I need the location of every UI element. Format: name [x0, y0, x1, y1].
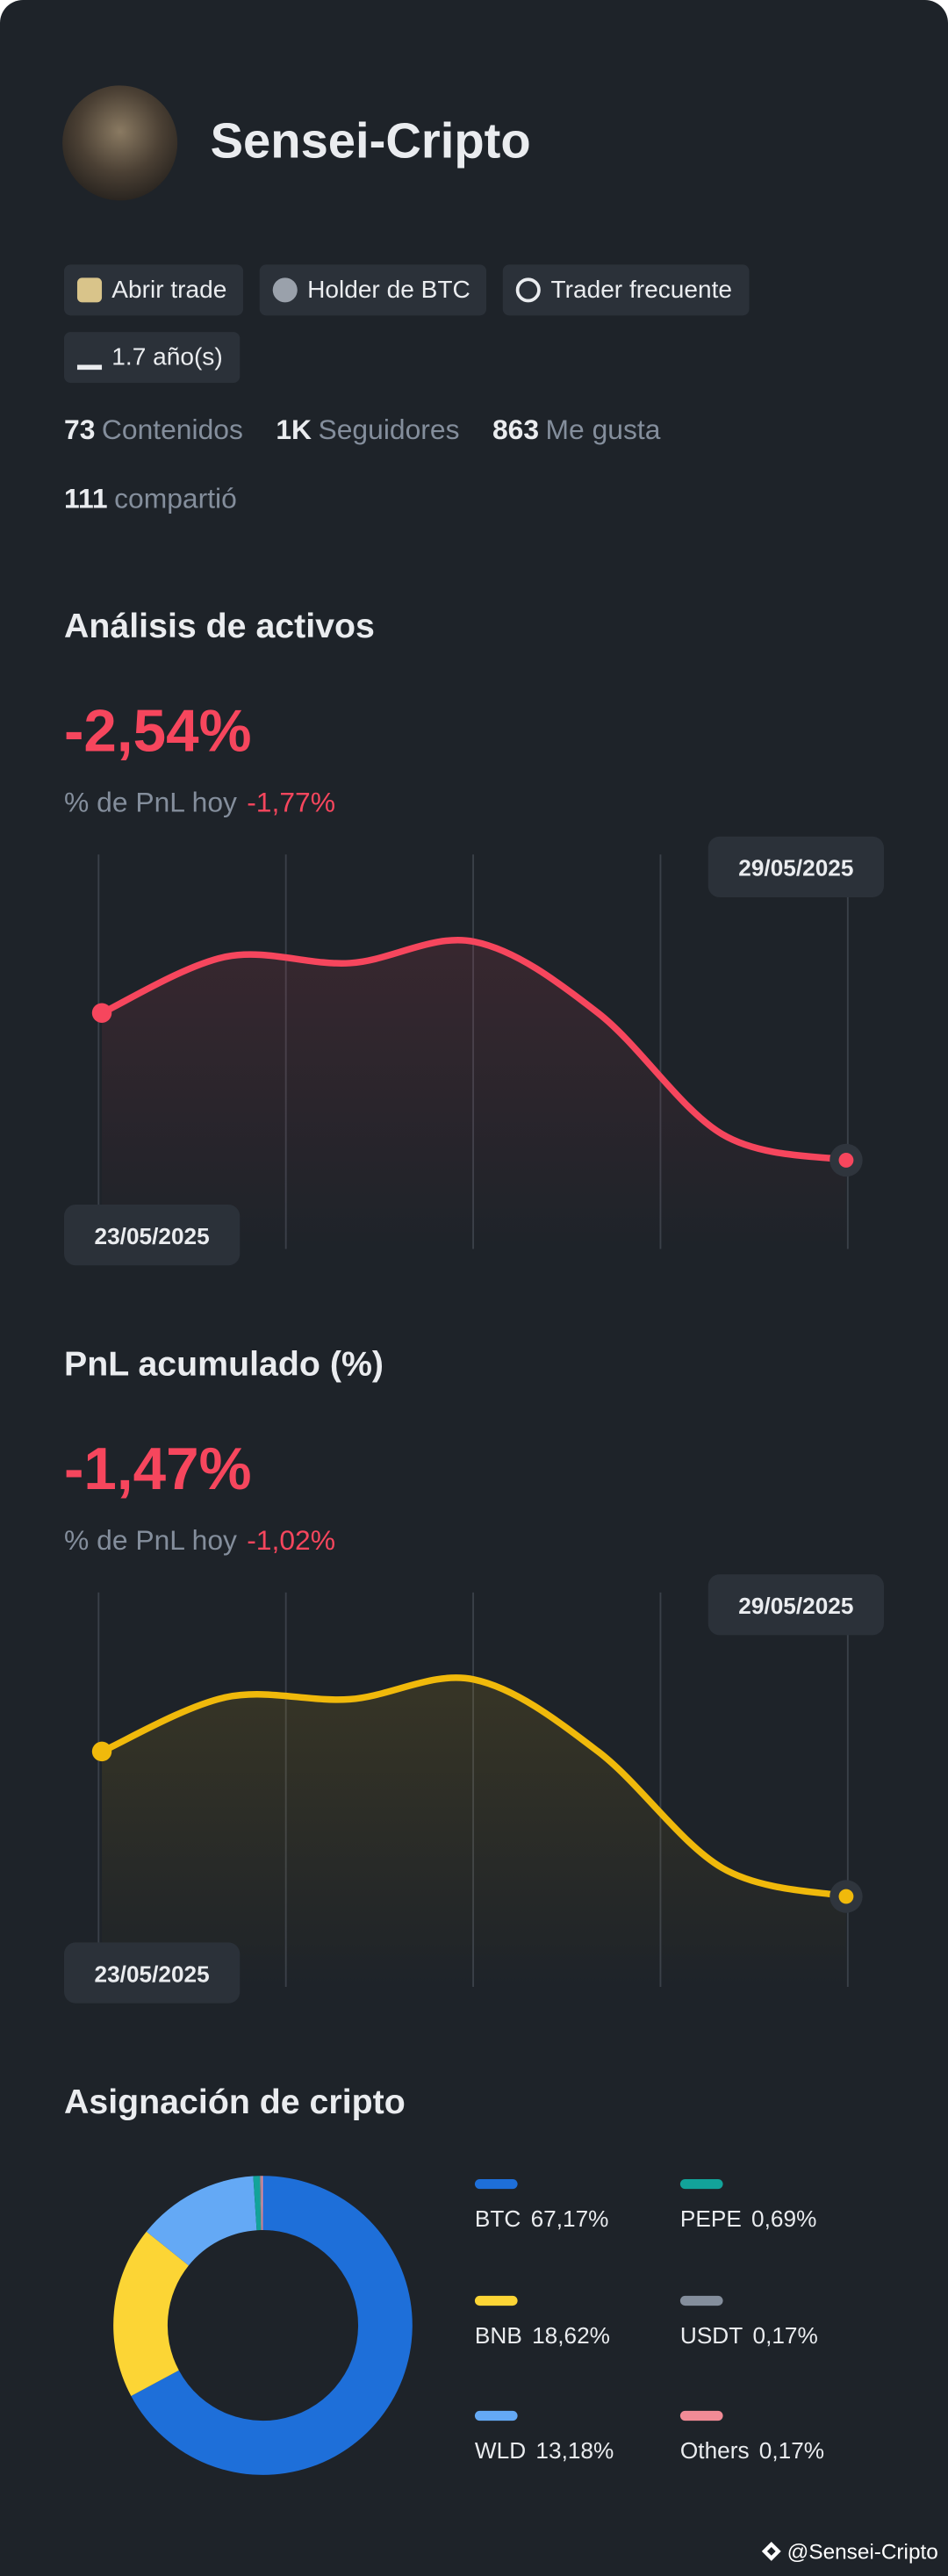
- pnl-today: % de PnL hoy -1,77%: [64, 788, 335, 820]
- donut-segment: [261, 2176, 263, 2230]
- badge[interactable]: 1.7 año(s): [63, 332, 240, 384]
- pnl-today: % de PnL hoy -1,02%: [64, 1525, 335, 1558]
- badge[interactable]: Holder de BTC: [259, 264, 487, 316]
- stat-label: Seguidores: [318, 414, 460, 446]
- legend-label: USDT: [679, 2321, 743, 2349]
- end-dot: [838, 1153, 854, 1168]
- legend-item: USDT 0,17%: [679, 2295, 818, 2349]
- legend-item: Others 0,17%: [679, 2410, 825, 2464]
- section-title: Análisis de activos: [63, 608, 375, 646]
- pnl-today-label: % de PnL hoy: [63, 1524, 237, 1557]
- stat-value: 863: [492, 414, 540, 446]
- watermark: @Sensei-Cripto: [761, 2539, 938, 2564]
- stat-label: Me gusta: [545, 414, 661, 446]
- legend-item: PEPE 0,69%: [679, 2178, 817, 2232]
- legend-label: BNB: [474, 2321, 522, 2349]
- legend-value: 13,18%: [535, 2436, 614, 2464]
- pnl-today-label: % de PnL hoy: [63, 787, 237, 819]
- legend-swatch: [474, 2410, 518, 2421]
- date-tooltip: 29/05/2025: [707, 1574, 885, 1636]
- avatar[interactable]: [62, 85, 178, 201]
- stat[interactable]: 73 Contenidos: [64, 414, 243, 447]
- date-tooltip: 23/05/2025: [63, 1942, 241, 2004]
- legend-value: 0,17%: [752, 2321, 818, 2349]
- donut-segment: [253, 2176, 262, 2231]
- section-title: PnL acumulado (%): [63, 1345, 384, 1385]
- badge-label: Holder de BTC: [307, 276, 470, 305]
- donut-segment: [131, 2176, 413, 2475]
- pnl-line: [98, 1674, 850, 1900]
- legend-value: 0,69%: [751, 2205, 817, 2232]
- legend-label: Others: [679, 2436, 750, 2464]
- legend-value: 0,17%: [758, 2436, 825, 2464]
- area-fill: [102, 1677, 846, 1987]
- stat-label: Contenidos: [101, 414, 243, 446]
- headline-value: -1,47%: [63, 1435, 252, 1502]
- badge-label: Trader frecuente: [550, 276, 733, 305]
- start-dot: [91, 1003, 112, 1023]
- badge[interactable]: Abrir trade: [63, 264, 244, 316]
- legend-swatch: [474, 2178, 518, 2190]
- pnl-today-value: -1,77%: [247, 787, 336, 819]
- legend-swatch: [679, 2410, 723, 2421]
- badges: Abrir trade Holder de BTC Trader frecuen…: [63, 264, 886, 384]
- legend-label: PEPE: [679, 2205, 742, 2232]
- legend-swatch: [474, 2295, 518, 2306]
- logo-icon: [761, 2541, 781, 2561]
- area-fill: [102, 939, 846, 1249]
- legend-swatch: [679, 2178, 723, 2190]
- stat[interactable]: 1K Seguidores: [276, 414, 459, 447]
- stat[interactable]: 863 Me gusta: [492, 414, 661, 447]
- watermark-text: @Sensei-Cripto: [786, 2538, 938, 2564]
- legend-item: BTC 67,17%: [474, 2178, 609, 2232]
- legend-label: WLD: [474, 2436, 527, 2464]
- stat-value: 111: [63, 483, 108, 514]
- stat: 111 compartió: [64, 483, 918, 515]
- start-dot: [91, 1741, 112, 1762]
- legend-value: 67,17%: [530, 2205, 609, 2232]
- donut-segment: [146, 2176, 257, 2266]
- legend-label: BTC: [474, 2205, 521, 2232]
- legend-value: 18,62%: [532, 2321, 610, 2349]
- donut-segment: [113, 2231, 189, 2396]
- date-tooltip: 29/05/2025: [707, 836, 885, 897]
- donut-segment: [259, 2176, 262, 2230]
- stat-value: 1K: [276, 414, 312, 446]
- stat-label: compartió: [114, 483, 237, 514]
- section-title: Asignación de cripto: [63, 2083, 406, 2122]
- pnl-today-value: -1,02%: [247, 1524, 336, 1557]
- date-tooltip: 23/05/2025: [63, 1204, 241, 1266]
- stat-value: 73: [63, 414, 96, 446]
- profile-name: Sensei-Cripto: [210, 115, 531, 169]
- legend-swatch: [679, 2295, 723, 2306]
- end-dot: [838, 1889, 854, 1904]
- legend-item: BNB 18,62%: [474, 2295, 610, 2349]
- badge-label: 1.7 año(s): [111, 343, 223, 372]
- stats: 73 Contenidos 1K Seguidores 863 Me gusta 11…: [64, 414, 918, 516]
- legend-item: WLD 13,18%: [474, 2410, 614, 2464]
- badge-label: Abrir trade: [111, 276, 227, 305]
- badge[interactable]: Trader frecuente: [503, 264, 749, 316]
- headline-value: -2,54%: [63, 696, 252, 765]
- pnl-line: [98, 937, 850, 1164]
